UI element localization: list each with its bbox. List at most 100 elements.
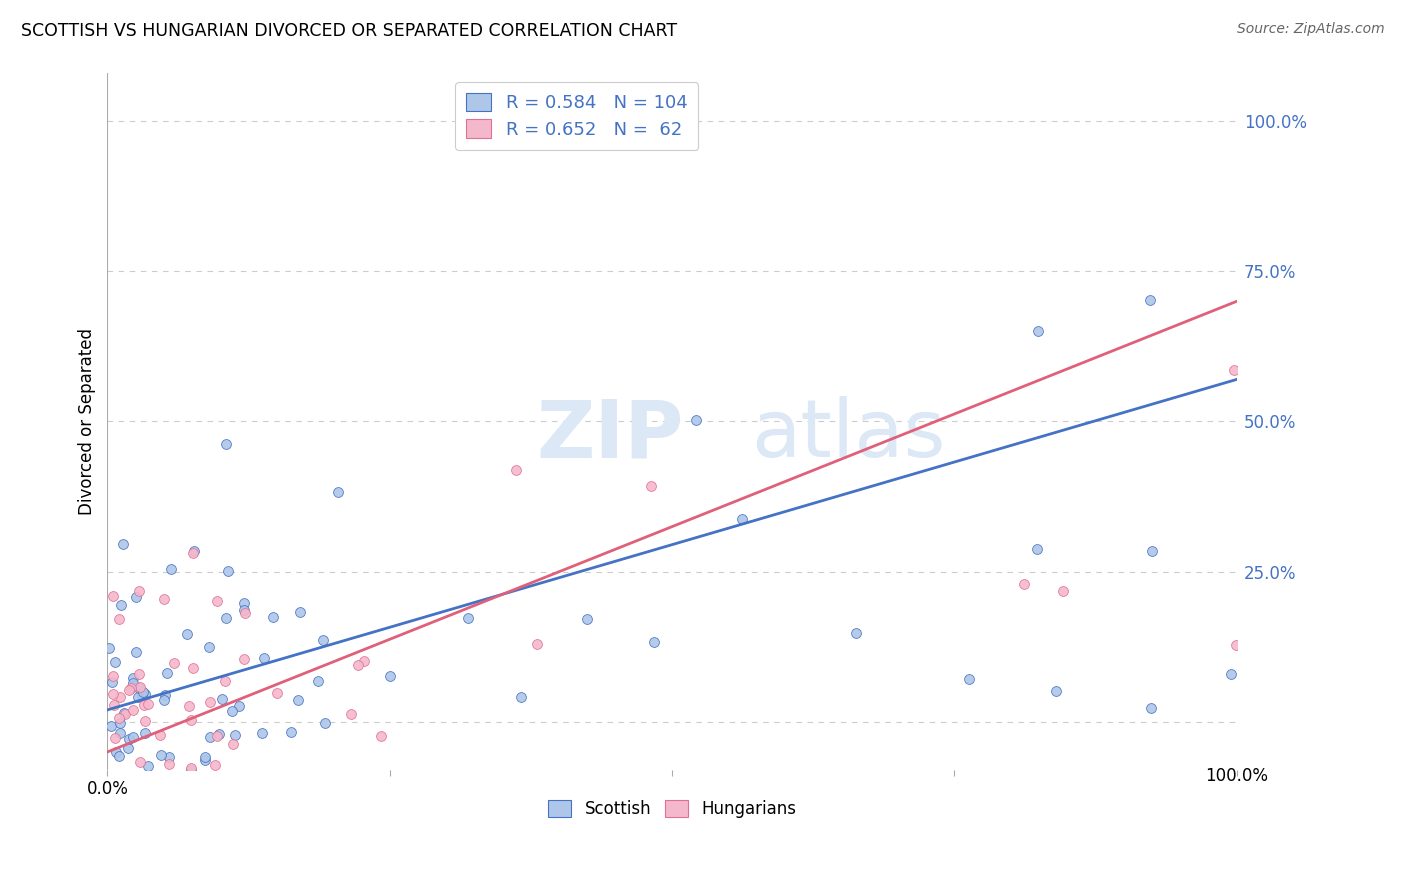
Point — [730, 512, 752, 526]
Point — [180, 713, 202, 727]
Point — [505, 463, 527, 477]
Point — [149, 747, 172, 762]
Point — [134, 714, 156, 728]
Point — [108, 749, 131, 764]
Point — [103, 687, 125, 701]
Point — [118, 682, 141, 697]
Point — [232, 651, 254, 665]
Point — [125, 805, 148, 819]
Point — [111, 537, 134, 551]
Point — [957, 672, 980, 686]
Point — [160, 562, 183, 576]
Point — [287, 693, 309, 707]
Point — [156, 805, 179, 819]
Point — [658, 776, 681, 790]
Point — [266, 685, 288, 699]
Point — [132, 698, 155, 713]
Point — [180, 763, 202, 777]
Point — [129, 680, 152, 694]
Point — [215, 437, 238, 451]
Point — [207, 729, 229, 743]
Point — [232, 596, 254, 610]
Point — [131, 688, 153, 702]
Point — [198, 730, 221, 744]
Point — [103, 698, 125, 712]
Point — [194, 784, 217, 798]
Point — [129, 780, 152, 795]
Point — [228, 699, 250, 714]
Point — [129, 805, 152, 819]
Point — [155, 689, 177, 703]
Point — [100, 719, 122, 733]
Point — [346, 657, 368, 672]
Point — [217, 564, 239, 578]
Text: atlas: atlas — [751, 396, 945, 475]
Point — [128, 798, 150, 813]
Point — [153, 591, 176, 606]
Point — [98, 640, 121, 655]
Point — [207, 805, 229, 819]
Point — [122, 703, 145, 717]
Point — [138, 797, 160, 811]
Text: SCOTTISH VS HUNGARIAN DIVORCED OR SEPARATED CORRELATION CHART: SCOTTISH VS HUNGARIAN DIVORCED OR SEPARA… — [21, 22, 678, 40]
Point — [183, 543, 205, 558]
Point — [134, 687, 156, 701]
Point — [122, 676, 145, 690]
Point — [208, 727, 231, 741]
Point — [127, 690, 149, 704]
Point — [121, 730, 143, 744]
Point — [212, 794, 235, 808]
Point — [110, 690, 132, 705]
Point — [101, 674, 124, 689]
Point — [163, 656, 186, 670]
Point — [378, 669, 401, 683]
Point — [190, 805, 212, 819]
Point — [108, 726, 131, 740]
Point — [170, 773, 193, 788]
Point — [191, 805, 214, 819]
Point — [204, 758, 226, 772]
Point — [128, 667, 150, 681]
Point — [1225, 638, 1247, 652]
Point — [262, 610, 284, 624]
Point — [1223, 363, 1246, 377]
Point — [194, 753, 217, 767]
Point — [110, 599, 132, 613]
Point — [128, 681, 150, 696]
Point — [457, 611, 479, 625]
Point — [194, 750, 217, 764]
Point — [110, 716, 132, 731]
Point — [108, 612, 131, 626]
Point — [107, 771, 129, 785]
Point — [103, 805, 125, 819]
Point — [215, 611, 238, 625]
Point — [1025, 542, 1047, 557]
Point — [138, 697, 160, 711]
Point — [136, 805, 159, 819]
Point — [118, 731, 141, 746]
Point — [143, 805, 166, 819]
Text: 100.0%: 100.0% — [1205, 767, 1268, 785]
Point — [205, 594, 228, 608]
Point — [845, 625, 868, 640]
Point — [312, 632, 335, 647]
Point — [224, 728, 246, 742]
Point — [197, 640, 219, 655]
Point — [117, 740, 139, 755]
Text: Source: ZipAtlas.com: Source: ZipAtlas.com — [1237, 22, 1385, 37]
Point — [181, 661, 204, 675]
Point — [685, 413, 707, 427]
Point — [177, 699, 200, 714]
Point — [104, 745, 127, 759]
Point — [114, 707, 136, 722]
Point — [370, 729, 392, 743]
Point — [127, 805, 149, 819]
Point — [222, 737, 245, 751]
Point — [122, 679, 145, 693]
Point — [152, 693, 174, 707]
Point — [156, 665, 179, 680]
Point — [1139, 293, 1161, 308]
Point — [353, 654, 375, 668]
Point — [125, 645, 148, 659]
Point — [101, 798, 124, 813]
